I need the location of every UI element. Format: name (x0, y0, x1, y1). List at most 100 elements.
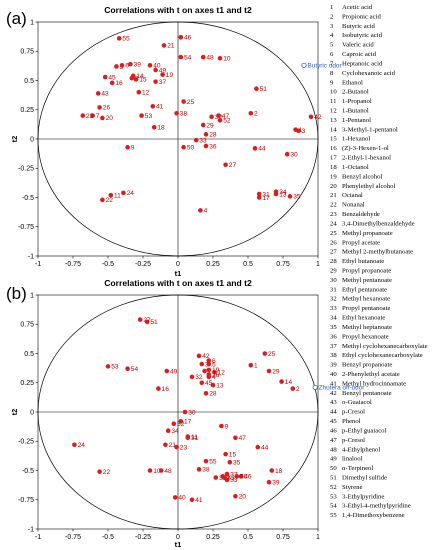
legend-number-47: 47 (330, 437, 337, 444)
panel-b-point-3 (199, 361, 205, 367)
panel-a-point-label-26: 26 (103, 105, 111, 112)
panel-a-point-49 (153, 67, 158, 73)
legend-name-34: Ethyl hexanoate (342, 315, 385, 322)
panel-b-point-18 (269, 468, 275, 473)
panel-b-point-22 (97, 469, 102, 474)
panel-a-point-label-13: 13 (279, 191, 287, 198)
panel-b-point-7 (202, 368, 207, 374)
panel-a-xtick-label: 0.75 (276, 261, 290, 268)
panel-b-xtick-label: 0.25 (206, 534, 220, 541)
panel-a-point-7 (90, 113, 95, 118)
legend-name-42: Benzyl pentanoate (342, 390, 392, 397)
panel-a-point-label-54: 54 (184, 54, 192, 61)
panel-a-xtick-label: -0.5 (102, 261, 114, 268)
panel-b-ytick-label: 0 (30, 409, 34, 416)
legend-name-40: 2-Phenylethyl acetate (342, 371, 400, 378)
panel-a-xtick-label: 0 (176, 261, 180, 268)
panel-a-point-54 (178, 54, 184, 60)
legend-number-41: 41 (330, 380, 337, 387)
panel-a-xtick-label: -0.25 (135, 261, 151, 268)
panel-a-point-51 (254, 86, 259, 91)
panel-b-point-label-14: 14 (285, 379, 293, 386)
legend-name-47: p-Cresol (342, 437, 365, 444)
panel-a-point-label-28: 28 (209, 132, 217, 139)
panel-b-point-45 (199, 380, 205, 386)
panel-b-point-48 (158, 468, 164, 473)
panel-a-point-label-25: 25 (187, 99, 195, 106)
legend-name-15: 1-Hexanol (342, 136, 370, 143)
panel-b-point-32 (189, 374, 195, 380)
panel-a-point-label-31: 31 (262, 191, 270, 198)
legend-number-29: 29 (330, 267, 337, 274)
legend-name-10: 2-Butanol (342, 89, 369, 96)
panel-b-point-16 (156, 386, 161, 391)
panel-a-point-33 (193, 137, 199, 143)
legend-number-49: 49 (330, 456, 337, 463)
panel-a-point-18 (151, 125, 157, 130)
legend-name-6: Caproic acid (342, 51, 377, 58)
panel-a-ytick-label: 0.5 (24, 78, 34, 85)
panel-b-point-label-2: 2 (296, 386, 300, 393)
panel-b-point-30 (182, 409, 188, 415)
panel-a-ytick-label: -1 (28, 253, 34, 260)
panel-b-point-label-15: 15 (229, 451, 237, 458)
legend-name-14: 3-Methyl-1-pentanol (342, 126, 398, 133)
legend-name-7: Heptanoic acid (342, 60, 383, 67)
panel-b-point-label-40: 40 (178, 495, 186, 502)
panel-a-point-label-34: 34 (279, 189, 287, 196)
panel-a-ytick-label: -0.75 (18, 224, 34, 231)
panel-a-point-label-36: 36 (209, 143, 217, 150)
legend-number-48: 48 (330, 446, 337, 453)
panel-b-point-1 (248, 362, 254, 368)
legend-number-18: 18 (330, 164, 337, 171)
panel-b-xtick-label: 0.5 (243, 534, 253, 541)
panel-b-odor-marker (312, 384, 318, 391)
panel-a-point-label-19: 19 (166, 72, 174, 79)
legend-number-43: 43 (330, 399, 337, 406)
panel-b-point-label-39: 39 (272, 480, 280, 487)
legend-number-9: 9 (330, 79, 334, 86)
panel-b-point-13 (210, 382, 216, 388)
panel-b-point-5 (206, 361, 212, 367)
panel-b-xtick-label: 0.75 (276, 534, 290, 541)
panel-a-point-label-24: 24 (127, 190, 135, 197)
panel-a-point-24 (121, 190, 126, 196)
panel-b-point-34 (165, 428, 171, 434)
compound-legend: 1 Acetic acid 2 Propionic acid 3 Butyric acid… (330, 4, 428, 519)
legend-number-31: 31 (330, 286, 337, 293)
panel-b-point-label-29: 29 (272, 368, 280, 375)
legend-name-44: p-Cresol (342, 409, 365, 416)
panel-b-point-12 (212, 369, 217, 375)
legend-number-34: 34 (330, 315, 337, 322)
panel-b-ytick-label: -1 (28, 526, 34, 533)
panel-b-point-53 (105, 364, 111, 369)
panel-b-xtick-label: 0 (176, 534, 180, 541)
panel-b-point-29 (266, 368, 272, 374)
legend-name-37: Methyl cyclohexanecarboxylate (342, 343, 428, 350)
panel-a-point-label-27: 27 (229, 162, 237, 169)
panel-a-point-14 (130, 73, 136, 79)
panel-a-point-23 (80, 113, 86, 118)
panel-a-point-label-11: 11 (114, 192, 121, 199)
legend-number-55: 55 (330, 512, 337, 519)
panel-a-point-label-10: 10 (223, 56, 231, 63)
panel-a-point-label-23: 23 (86, 113, 94, 120)
panel-a-letter: (a) (6, 9, 27, 28)
panel-b-point-51 (144, 319, 150, 325)
legend-number-17: 17 (330, 155, 337, 162)
panel-a-odor-marker (301, 62, 307, 68)
panel-b-point-label-42: 42 (202, 353, 210, 360)
panel-a-xtick-label: -1 (35, 261, 41, 268)
panel-a-point-label-49: 49 (159, 67, 167, 74)
panel-b-point-label-21: 21 (169, 442, 177, 449)
legend-name-28: Ethyl butanoate (342, 258, 384, 265)
panel-b-ytick-label: 1 (30, 292, 34, 299)
panel-a-point-label-43: 43 (101, 91, 109, 98)
panel-b-chart: (b) Correlations with t on axes t1 and t… (6, 278, 365, 549)
panel-a-point-label-21: 21 (167, 43, 175, 50)
panel-a-point-22 (100, 197, 105, 203)
panel-a-point-label-2: 2 (254, 111, 258, 118)
panel-b-point-label-51: 51 (150, 319, 158, 326)
panel-b-point-label-8: 8 (226, 474, 230, 481)
legend-number-16: 16 (330, 145, 337, 152)
